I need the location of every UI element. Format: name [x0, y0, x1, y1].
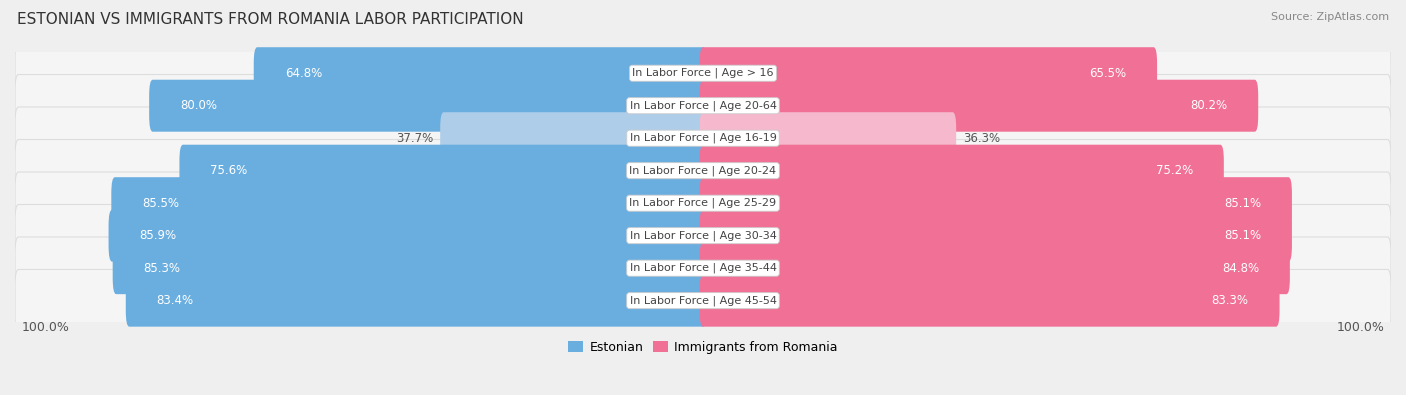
Text: 37.7%: 37.7% [396, 132, 433, 145]
Text: 80.0%: 80.0% [180, 99, 217, 112]
Text: 64.8%: 64.8% [284, 67, 322, 80]
Text: 80.2%: 80.2% [1189, 99, 1227, 112]
FancyBboxPatch shape [700, 80, 1258, 132]
Text: In Labor Force | Age 20-24: In Labor Force | Age 20-24 [630, 166, 776, 176]
FancyBboxPatch shape [440, 112, 706, 164]
Text: In Labor Force | Age 35-44: In Labor Force | Age 35-44 [630, 263, 776, 273]
FancyBboxPatch shape [180, 145, 706, 197]
Text: 85.1%: 85.1% [1223, 229, 1261, 242]
Text: 100.0%: 100.0% [1336, 321, 1384, 334]
FancyBboxPatch shape [15, 107, 1391, 169]
Text: 85.9%: 85.9% [139, 229, 177, 242]
FancyBboxPatch shape [253, 47, 706, 99]
FancyBboxPatch shape [15, 237, 1391, 299]
FancyBboxPatch shape [111, 177, 706, 229]
FancyBboxPatch shape [700, 177, 1292, 229]
FancyBboxPatch shape [15, 139, 1391, 202]
Text: 84.8%: 84.8% [1222, 261, 1258, 275]
Text: 83.4%: 83.4% [156, 294, 194, 307]
Text: In Labor Force | Age 25-29: In Labor Force | Age 25-29 [630, 198, 776, 209]
FancyBboxPatch shape [700, 242, 1289, 294]
FancyBboxPatch shape [112, 242, 706, 294]
FancyBboxPatch shape [700, 145, 1223, 197]
FancyBboxPatch shape [15, 172, 1391, 234]
FancyBboxPatch shape [108, 210, 706, 261]
Text: Source: ZipAtlas.com: Source: ZipAtlas.com [1271, 12, 1389, 22]
Text: In Labor Force | Age > 16: In Labor Force | Age > 16 [633, 68, 773, 79]
FancyBboxPatch shape [125, 275, 706, 327]
Text: 85.5%: 85.5% [142, 197, 180, 210]
FancyBboxPatch shape [15, 42, 1391, 104]
FancyBboxPatch shape [149, 80, 706, 132]
Text: In Labor Force | Age 30-34: In Labor Force | Age 30-34 [630, 230, 776, 241]
FancyBboxPatch shape [15, 205, 1391, 267]
Legend: Estonian, Immigrants from Romania: Estonian, Immigrants from Romania [562, 336, 844, 359]
FancyBboxPatch shape [700, 210, 1292, 261]
Text: 100.0%: 100.0% [22, 321, 70, 334]
Text: 83.3%: 83.3% [1212, 294, 1249, 307]
Text: 75.2%: 75.2% [1156, 164, 1192, 177]
Text: ESTONIAN VS IMMIGRANTS FROM ROMANIA LABOR PARTICIPATION: ESTONIAN VS IMMIGRANTS FROM ROMANIA LABO… [17, 12, 523, 27]
FancyBboxPatch shape [15, 269, 1391, 332]
Text: 75.6%: 75.6% [211, 164, 247, 177]
FancyBboxPatch shape [700, 275, 1279, 327]
Text: 36.3%: 36.3% [963, 132, 1000, 145]
Text: In Labor Force | Age 20-64: In Labor Force | Age 20-64 [630, 100, 776, 111]
Text: 85.3%: 85.3% [143, 261, 180, 275]
Text: In Labor Force | Age 16-19: In Labor Force | Age 16-19 [630, 133, 776, 143]
FancyBboxPatch shape [15, 75, 1391, 137]
Text: In Labor Force | Age 45-54: In Labor Force | Age 45-54 [630, 295, 776, 306]
Text: 65.5%: 65.5% [1090, 67, 1126, 80]
FancyBboxPatch shape [700, 47, 1157, 99]
FancyBboxPatch shape [700, 112, 956, 164]
Text: 85.1%: 85.1% [1223, 197, 1261, 210]
